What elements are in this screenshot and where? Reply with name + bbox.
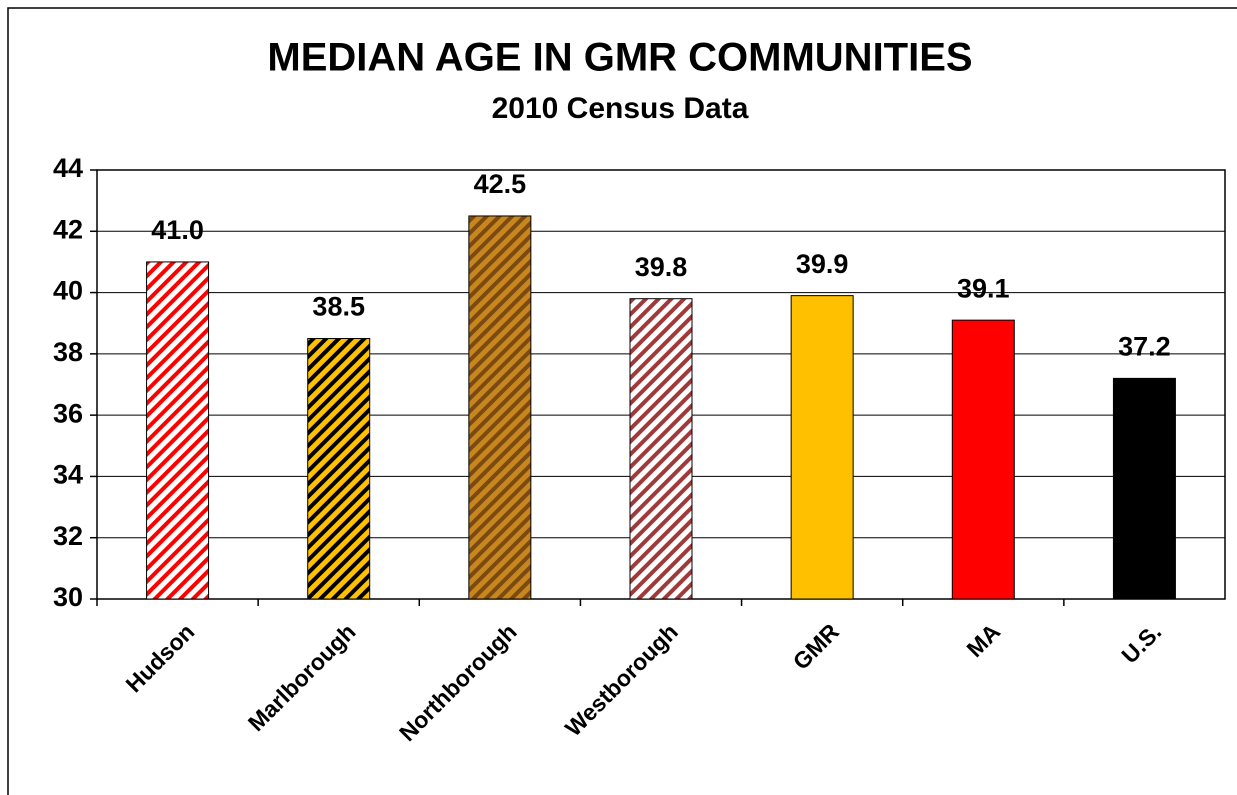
value-label: 39.9 [796, 249, 849, 279]
y-tick-label: 34 [53, 460, 83, 490]
value-label: 42.5 [474, 169, 527, 199]
bar [1112, 377, 1176, 600]
value-label: 41.0 [151, 215, 204, 245]
y-tick-label: 38 [53, 337, 83, 367]
y-tick-label: 32 [53, 521, 83, 551]
chart-title: MEDIAN AGE IN GMR COMMUNITIES [267, 36, 972, 80]
bar [951, 319, 1015, 600]
y-tick-label: 40 [53, 276, 83, 306]
bar [790, 295, 854, 600]
y-tick-label: 44 [53, 153, 83, 183]
bar [468, 215, 532, 600]
y-tick-label: 36 [53, 398, 83, 428]
y-tick-label: 30 [53, 582, 83, 612]
chart-subtitle: 2010 Census Data [492, 92, 749, 125]
value-label: 39.1 [957, 273, 1010, 303]
bar [307, 338, 371, 600]
y-tick-label: 42 [53, 214, 83, 244]
value-label: 37.2 [1118, 331, 1171, 361]
value-label: 39.8 [635, 252, 688, 282]
bar [146, 261, 210, 600]
value-label: 38.5 [312, 292, 365, 322]
bar [629, 298, 693, 600]
